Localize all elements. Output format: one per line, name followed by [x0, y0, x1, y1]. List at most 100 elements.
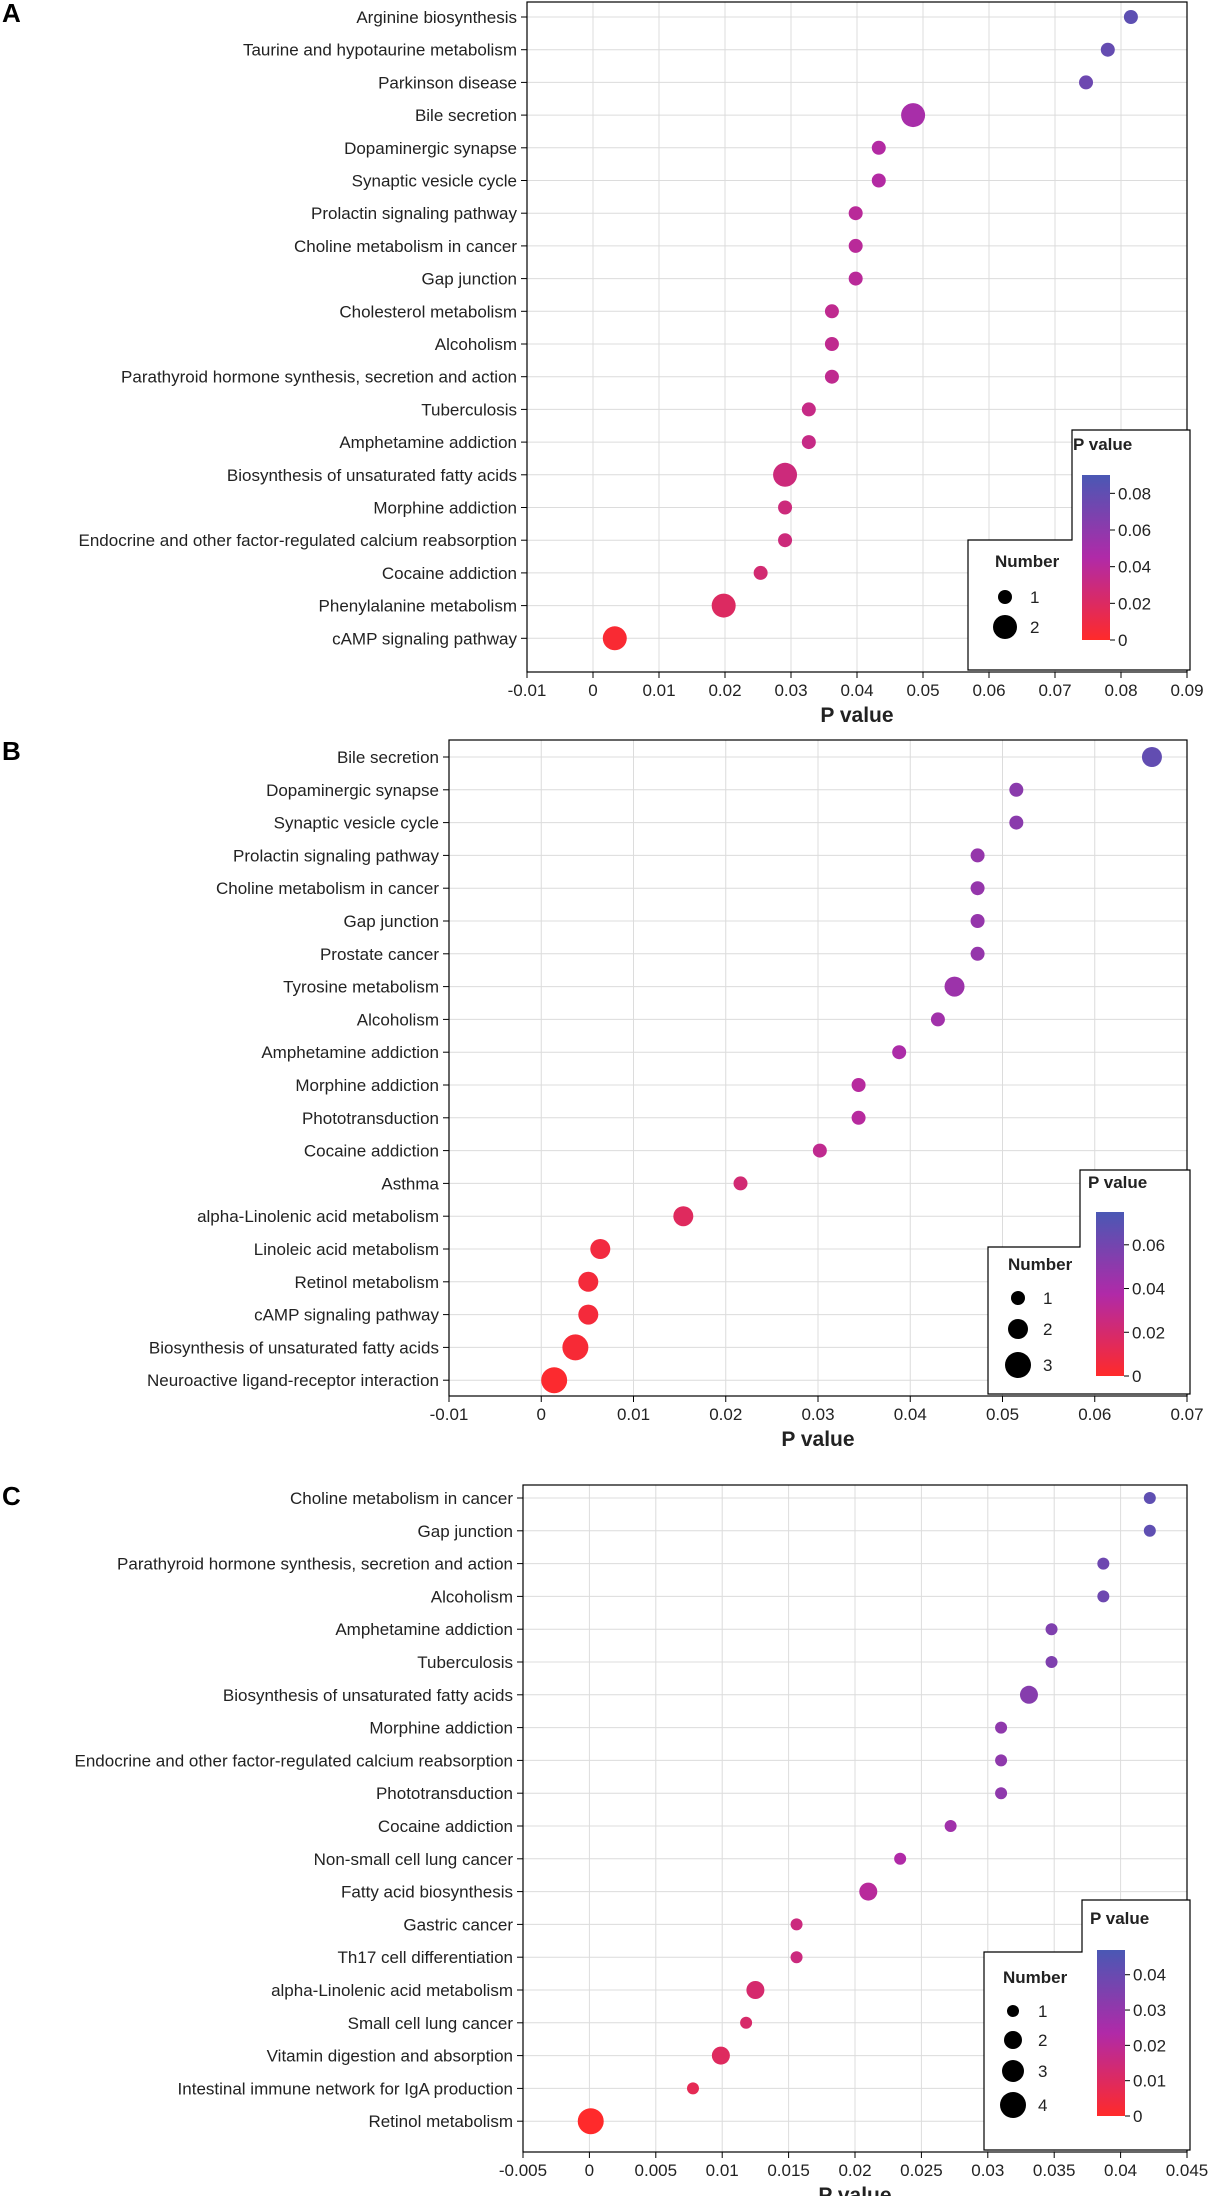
category-label: Endocrine and other factor-regulated cal… [79, 531, 517, 550]
size-legend-dot [1011, 1291, 1025, 1305]
x-tick-label: 0.03 [971, 2161, 1004, 2180]
category-label: Tuberculosis [417, 1653, 513, 1672]
category-label: Retinol metabolism [294, 1273, 439, 1292]
size-legend-label: 3 [1038, 2062, 1047, 2081]
category-label: Biosynthesis of unsaturated fatty acids [223, 1686, 513, 1705]
x-tick-label: 0.035 [1033, 2161, 1076, 2180]
x-tick-label: 0.015 [767, 2161, 810, 2180]
category-label: Parkinson disease [378, 73, 517, 92]
data-point [590, 1239, 611, 1259]
x-tick-label: -0.005 [499, 2161, 547, 2180]
data-point [711, 2046, 730, 2065]
category-label: Th17 cell differentiation [338, 1948, 513, 1967]
data-point [848, 271, 863, 286]
x-axis-title: P value [818, 2184, 891, 2196]
data-point [1009, 782, 1024, 797]
data-point [970, 881, 985, 896]
data-point [711, 593, 736, 618]
data-point [824, 369, 839, 384]
legend: P value 0 0.02 0.04 0.06 Number 1 2 3 [987, 1169, 1191, 1395]
size-legend-label: 3 [1043, 1356, 1052, 1375]
category-label: Prolactin signaling pathway [233, 846, 440, 865]
category-label: Retinol metabolism [368, 2112, 513, 2131]
category-label: Bile secretion [337, 748, 439, 767]
x-tick-label: -0.01 [508, 681, 547, 700]
colorbar-tick-label: 0.04 [1118, 558, 1151, 577]
category-label: Gastric cancer [403, 1915, 513, 1934]
legend-box [987, 1169, 1191, 1395]
data-point [778, 533, 793, 548]
data-point [1123, 10, 1138, 24]
x-tick-label: 0 [588, 681, 597, 700]
data-point [871, 173, 886, 188]
data-point [892, 1045, 907, 1060]
colorbar-tick-label: 0 [1118, 631, 1127, 650]
category-label: Neuroactive ligand-receptor interaction [147, 1371, 439, 1390]
data-point [541, 1367, 568, 1394]
category-label: Synaptic vesicle cycle [352, 172, 517, 191]
data-point [848, 238, 863, 253]
category-label: Synaptic vesicle cycle [274, 814, 439, 833]
colorbar [1097, 1950, 1125, 2116]
size-legend-label: 2 [1038, 2031, 1047, 2050]
data-point [812, 1143, 827, 1158]
data-point [995, 1787, 1008, 1800]
size-legend-dot [1002, 2060, 1024, 2082]
category-label: Choline metabolism in cancer [216, 879, 439, 898]
x-tick-label: 0.02 [838, 2161, 871, 2180]
size-legend-title: Number [1003, 1968, 1068, 1987]
category-label: Cocaine addiction [378, 1817, 513, 1836]
x-tick-label: 0.05 [906, 681, 939, 700]
data-point [995, 1721, 1008, 1734]
category-label: Tuberculosis [421, 400, 517, 419]
x-tick-label: 0.04 [1104, 2161, 1137, 2180]
category-label: Taurine and hypotaurine metabolism [243, 41, 517, 60]
size-legend-dot [1007, 2005, 1019, 2017]
colorbar-tick-label: 0 [1133, 2107, 1142, 2126]
size-legend-dot [993, 615, 1017, 639]
data-point [673, 1206, 694, 1227]
x-tick-label: 0.04 [840, 681, 873, 700]
category-label: Endocrine and other factor-regulated cal… [75, 1751, 513, 1770]
size-legend-label: 1 [1043, 1289, 1052, 1308]
size-legend-title: Number [1008, 1255, 1073, 1274]
x-tick-label: 0.07 [1170, 1405, 1203, 1424]
x-axis-title: P value [820, 704, 893, 727]
x-tick-label: 0.06 [972, 681, 1005, 700]
x-axis-title: P value [781, 1428, 854, 1451]
chart-panel-a: A Arginine biosynthesis Taurine and hypota… [2, 0, 1204, 727]
category-label: Biosynthesis of unsaturated fatty acids [149, 1338, 439, 1357]
data-point [1045, 1623, 1058, 1636]
data-point [1100, 42, 1115, 57]
data-point [1097, 1590, 1110, 1603]
data-point [970, 946, 985, 961]
category-label: Tyrosine metabolism [283, 978, 439, 997]
category-label: Alcoholism [435, 335, 517, 354]
data-point [894, 1852, 907, 1865]
data-point [848, 206, 863, 221]
size-legend-dot [1008, 1319, 1028, 1339]
data-point [1097, 1557, 1110, 1570]
category-label: Asthma [381, 1174, 439, 1193]
category-label: Biosynthesis of unsaturated fatty acids [227, 466, 517, 485]
data-point [602, 626, 627, 651]
category-label: Arginine biosynthesis [356, 8, 517, 27]
data-point [753, 565, 768, 580]
size-legend-label: 4 [1038, 2096, 1047, 2115]
colorbar-tick-label: 0.06 [1132, 1236, 1165, 1255]
category-label: Prostate cancer [320, 945, 439, 964]
data-point [1045, 1656, 1058, 1668]
data-point [851, 1078, 866, 1092]
category-label: Bile secretion [415, 106, 517, 125]
data-point [733, 1176, 748, 1191]
category-label: Parathyroid hormone synthesis, secretion… [121, 368, 517, 387]
category-label: Gap junction [344, 912, 439, 931]
size-legend-label: 2 [1030, 618, 1039, 637]
category-label: Alcoholism [431, 1587, 513, 1606]
x-tick-label: 0.02 [708, 681, 741, 700]
x-tick-label: 0.005 [635, 2161, 678, 2180]
data-point [578, 1304, 599, 1325]
size-legend-label: 1 [1030, 588, 1039, 607]
x-tick-label: 0.03 [801, 1405, 834, 1424]
